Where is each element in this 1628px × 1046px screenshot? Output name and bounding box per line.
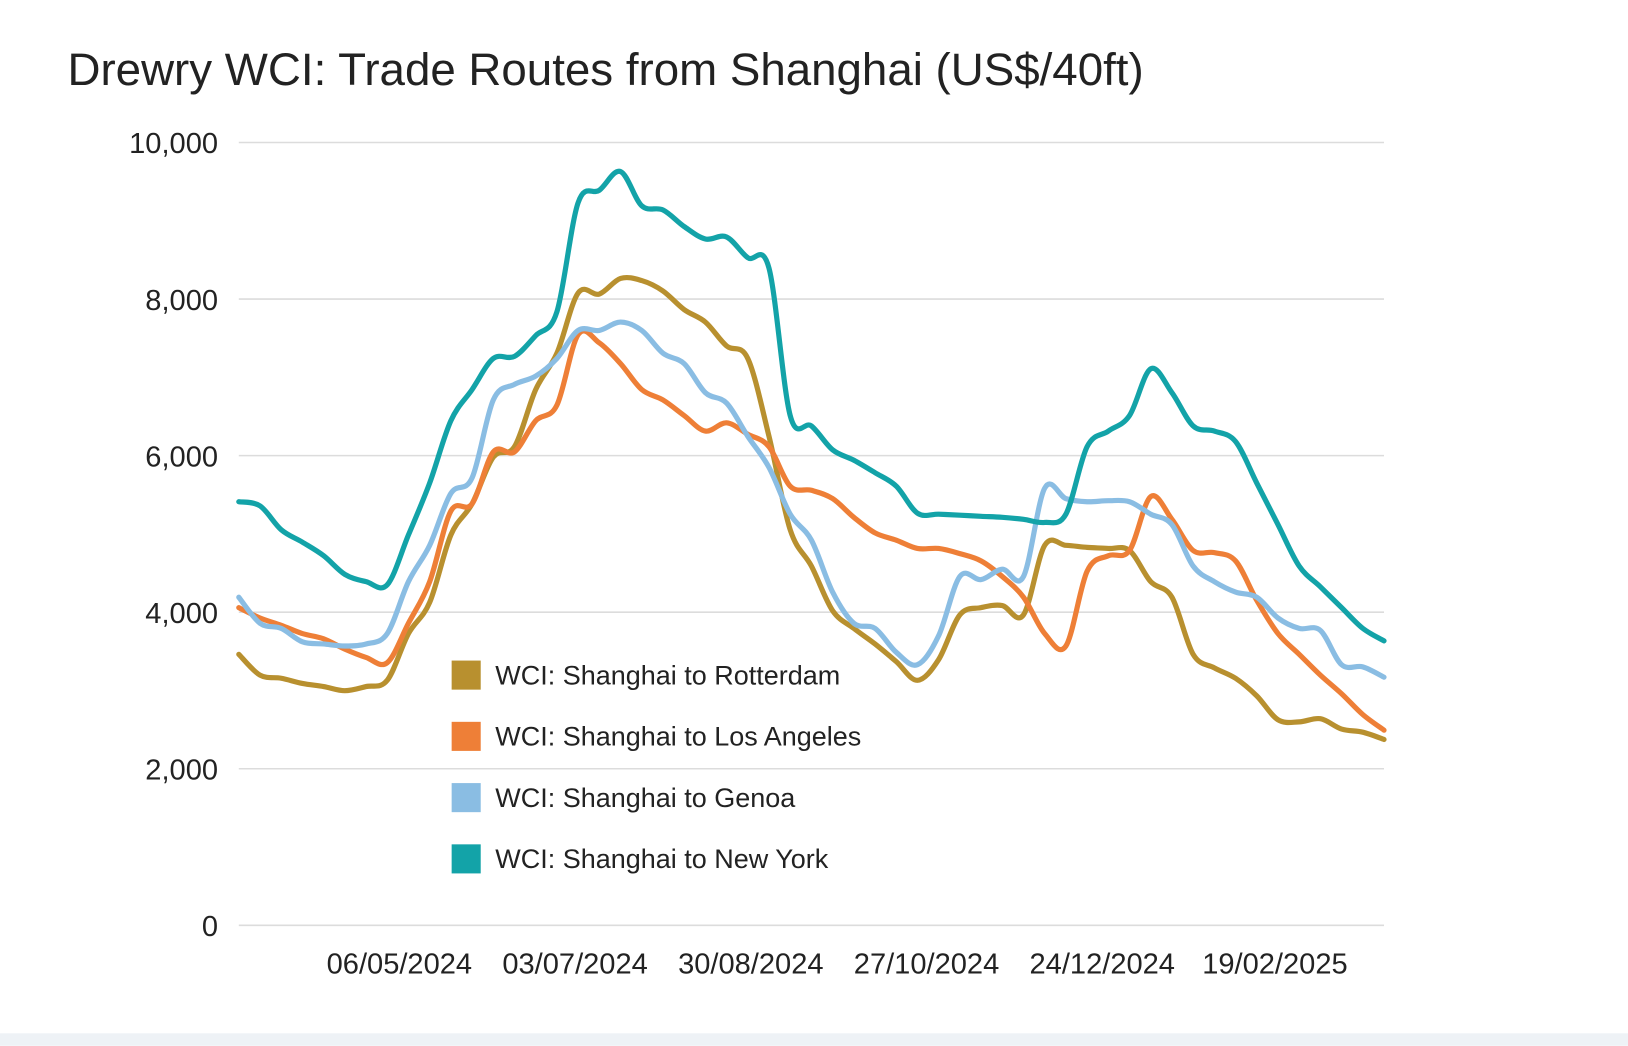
legend-label: WCI: Shanghai to Genoa: [495, 783, 795, 813]
x-tick-label: 06/05/2024: [327, 948, 472, 980]
x-tick-label: 27/10/2024: [854, 948, 999, 980]
legend-swatch: [451, 783, 481, 813]
y-tick-label: 8,000: [145, 285, 218, 317]
series-line: [236, 319, 1387, 680]
legend-label: WCI: Shanghai to Rotterdam: [495, 660, 840, 690]
plot: [236, 168, 1387, 743]
legend-swatch: [451, 660, 481, 690]
x-tick-label: 19/02/2025: [1202, 948, 1347, 980]
y-tick-label: 10,000: [129, 128, 218, 160]
legend-label: WCI: Shanghai to Los Angeles: [495, 722, 861, 752]
chart-title: Drewry WCI: Trade Routes from Shanghai (…: [67, 44, 1143, 95]
y-tick-label: 6,000: [145, 441, 218, 473]
series-line: [236, 168, 1387, 644]
series-line: [236, 328, 1387, 733]
grid: 0 2,000 4,000 6,000 8,000 10,000 06/05/2024 03/…: [129, 128, 1385, 980]
y-tick-label: 2,000: [145, 755, 218, 787]
legend-label: WCI: Shanghai to New York: [495, 844, 828, 874]
x-tick-label: 24/12/2024: [1030, 948, 1175, 980]
y-tick-label: 0: [202, 911, 218, 943]
x-tick-label: 30/08/2024: [678, 948, 823, 980]
legend-swatch: [451, 844, 481, 874]
x-tick-label: 03/07/2024: [502, 948, 647, 980]
y-tick-label: 4,000: [145, 598, 218, 630]
legend: WCI: Shanghai to Rotterdam WCI: Shanghai …: [451, 660, 861, 874]
series-line: [236, 274, 1387, 743]
legend-swatch: [451, 721, 481, 751]
footer-strip: [0, 1033, 1628, 1046]
